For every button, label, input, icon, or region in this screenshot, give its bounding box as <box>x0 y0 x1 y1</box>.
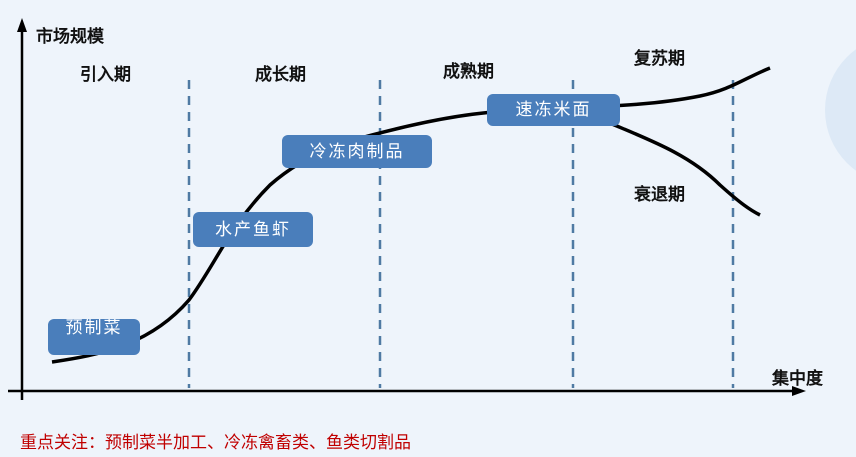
y-axis-arrow <box>17 18 27 32</box>
product-label: 速冻米面 <box>515 100 592 120</box>
x-axis-label: 集中度 <box>772 369 823 389</box>
stage-growth: 成长期 <box>255 65 306 85</box>
product-box-aquatic: 水产鱼虾 <box>193 212 313 247</box>
lifecycle-curve <box>51 66 771 364</box>
product-label: 冷冻肉制品 <box>309 141 405 162</box>
product-label: 水产鱼虾 <box>215 219 291 240</box>
product-box-frozen-meat: 冷冻肉制品 <box>282 135 432 168</box>
decline-curve <box>611 122 761 217</box>
focus-note: 重点关注：预制菜半加工、冷冻禽畜类、鱼类切割品 <box>20 433 411 453</box>
watermark-circle <box>825 49 856 171</box>
product-box-frozen-noodles: 速冻米面 <box>487 94 620 126</box>
x-axis-arrow <box>792 386 806 396</box>
product-box-prepared-dishes: 预制菜 <box>48 319 140 355</box>
stage-decline: 衰退期 <box>634 185 685 205</box>
stage-recovery: 复苏期 <box>634 49 685 69</box>
stage-intro: 引入期 <box>80 65 131 85</box>
y-axis-label: 市场规模 <box>36 27 104 47</box>
product-label: 预制菜 <box>65 319 123 338</box>
stage-maturity: 成熟期 <box>443 62 494 82</box>
